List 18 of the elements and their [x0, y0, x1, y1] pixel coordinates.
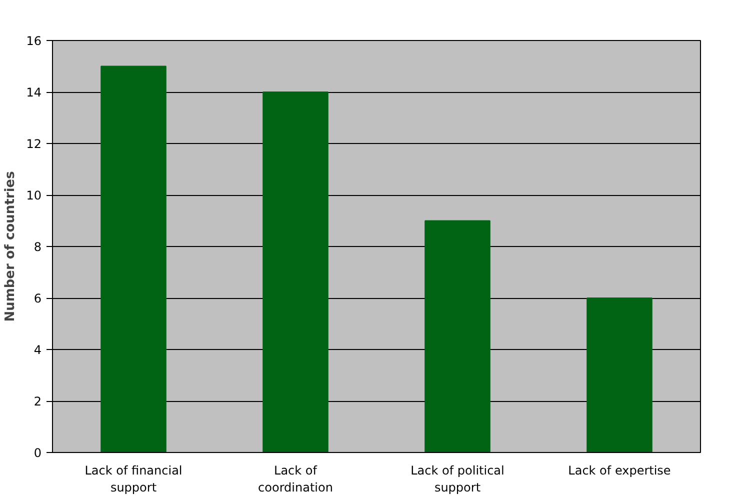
bar	[262, 92, 328, 452]
bar	[100, 66, 166, 452]
y-tick-label: 12	[26, 137, 42, 151]
x-tick-label: Lack of political support	[410, 464, 504, 494]
y-tick-label: 0	[34, 446, 42, 460]
x-tick-label: Lack of financial support	[84, 464, 182, 494]
bar	[424, 220, 490, 452]
y-tick-label: 6	[34, 292, 42, 306]
y-tick-label: 10	[26, 188, 42, 202]
y-tick-label: 16	[26, 34, 42, 48]
bar	[586, 298, 652, 452]
y-tick-label: 4	[34, 343, 42, 357]
y-tick-label: 8	[34, 240, 42, 254]
x-tick-label: Lack of coordination	[258, 464, 333, 494]
y-tick-label: 14	[26, 86, 42, 100]
y-axis-title: Number of countries	[3, 170, 18, 322]
x-tick-label: Lack of expertise	[568, 464, 671, 478]
y-tick-label: 2	[34, 394, 42, 408]
